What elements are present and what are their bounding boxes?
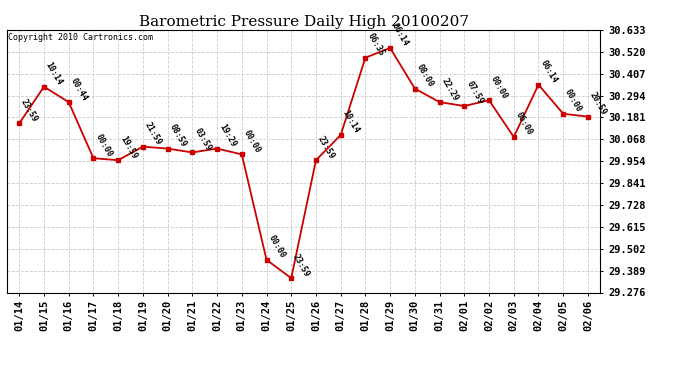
Text: 08:59: 08:59 (168, 122, 188, 148)
Text: 06:00: 06:00 (514, 111, 534, 137)
Text: 06:14: 06:14 (538, 58, 559, 85)
Text: 23:59: 23:59 (19, 97, 39, 123)
Text: 00:00: 00:00 (563, 88, 584, 114)
Text: 10:14: 10:14 (44, 60, 64, 87)
Text: 06:14: 06:14 (390, 22, 411, 48)
Text: 08:00: 08:00 (415, 63, 435, 88)
Text: 00:00: 00:00 (266, 234, 287, 260)
Text: 21:59: 21:59 (143, 120, 163, 147)
Text: 00:00: 00:00 (93, 132, 114, 158)
Text: Copyright 2010 Cartronics.com: Copyright 2010 Cartronics.com (8, 33, 153, 42)
Text: 00:00: 00:00 (489, 74, 509, 100)
Title: Barometric Pressure Daily High 20100207: Barometric Pressure Daily High 20100207 (139, 15, 469, 29)
Text: 03:59: 03:59 (193, 126, 213, 153)
Text: 23:59: 23:59 (291, 252, 311, 278)
Text: 19:29: 19:29 (217, 122, 237, 148)
Text: 20:59: 20:59 (588, 90, 608, 117)
Text: 22:29: 22:29 (440, 76, 460, 102)
Text: 23:59: 23:59 (316, 134, 336, 160)
Text: 06:35: 06:35 (366, 32, 386, 58)
Text: 00:44: 00:44 (69, 76, 89, 102)
Text: 07:59: 07:59 (464, 80, 484, 106)
Text: 00:00: 00:00 (241, 128, 262, 154)
Text: 10:14: 10:14 (341, 109, 361, 135)
Text: 19:59: 19:59 (118, 134, 139, 160)
